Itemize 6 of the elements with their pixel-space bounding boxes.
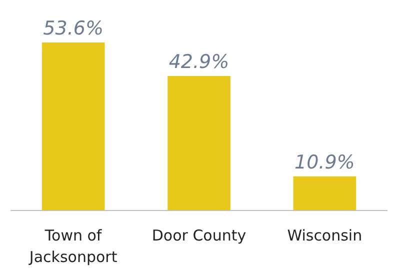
x-tick-label: Wisconsin bbox=[287, 226, 362, 244]
data-label: 10.9% bbox=[294, 151, 355, 174]
data-label: 53.6% bbox=[43, 17, 104, 40]
data-label: 42.9% bbox=[168, 50, 230, 73]
x-tick-label: Town of Jacksonport bbox=[28, 226, 118, 266]
x-tick-label: Door County bbox=[152, 226, 246, 244]
